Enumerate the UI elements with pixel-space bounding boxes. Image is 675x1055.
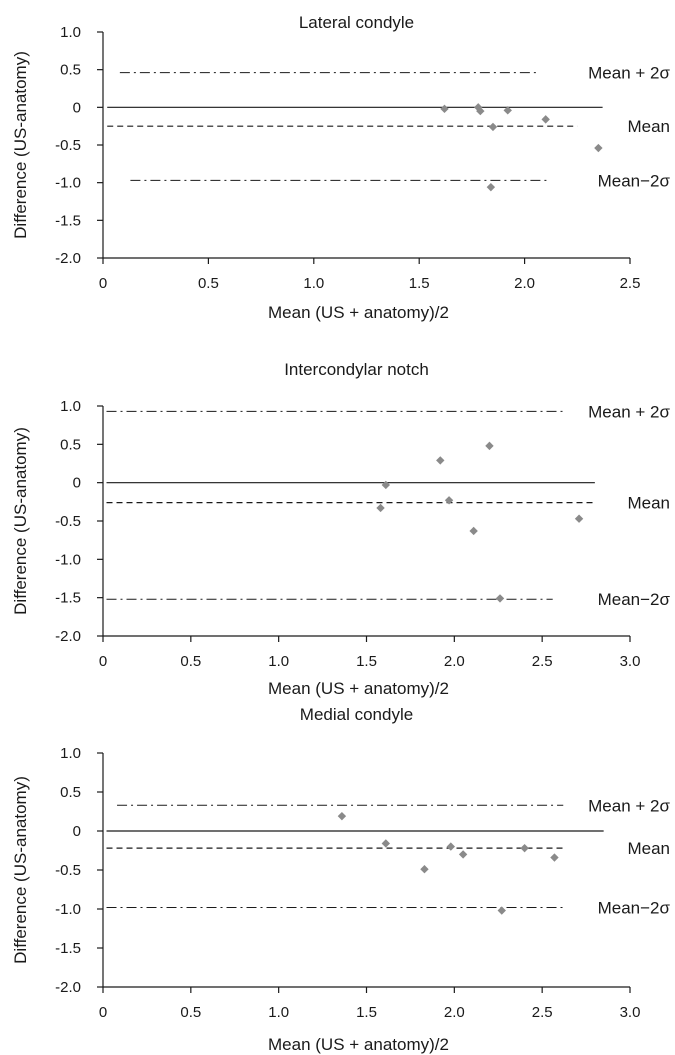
data-point bbox=[337, 811, 347, 821]
y-tick-label: 0.5 bbox=[60, 784, 81, 801]
x-tick-label: 1.5 bbox=[409, 275, 430, 292]
y-tick-label: 1.0 bbox=[60, 398, 81, 415]
data-point bbox=[485, 441, 494, 451]
y-tick-label: -1.0 bbox=[55, 901, 81, 918]
data-point bbox=[550, 853, 559, 862]
x-axis-label: Mean (US + anatomy)/2 bbox=[268, 303, 449, 322]
data-point bbox=[381, 839, 391, 848]
y-tick-label: -1.0 bbox=[55, 551, 81, 568]
x-tick-label: 0 bbox=[99, 1004, 107, 1021]
panel-lateral-condyle: Lateral condyle 1.0 0.5 0 -0.5 -1.0 -1.5 -2.0 0 0… bbox=[11, 13, 671, 322]
data-point bbox=[469, 526, 478, 536]
mean-label: Mean bbox=[627, 494, 670, 513]
x-tick-label: 0 bbox=[99, 653, 107, 670]
data-point bbox=[520, 843, 529, 853]
data-point bbox=[444, 496, 454, 505]
panel-title: Medial condyle bbox=[300, 705, 413, 724]
y-tick-label: -0.5 bbox=[55, 862, 81, 879]
data-point bbox=[440, 104, 449, 114]
data-point bbox=[476, 106, 485, 116]
y-tick-label: -1.5 bbox=[55, 212, 81, 229]
data-point bbox=[541, 115, 550, 124]
y-tick-label: -2.0 bbox=[55, 979, 81, 996]
y-tick-label: 1.0 bbox=[60, 745, 81, 762]
x-tick-label: 2.0 bbox=[444, 653, 465, 670]
x-tick-label: 2.5 bbox=[532, 653, 553, 670]
y-axis-label: Difference (US-anatomy) bbox=[11, 51, 30, 239]
data-point bbox=[381, 480, 391, 490]
y-axis-label: Difference (US-anatomy) bbox=[11, 427, 30, 615]
mean-label: Mean bbox=[627, 839, 670, 858]
x-tick-label: 2.5 bbox=[532, 1004, 553, 1021]
y-tick-label: 0 bbox=[73, 823, 81, 840]
y-axis-label: Difference (US-anatomy) bbox=[11, 776, 30, 964]
y-tick-label: -0.5 bbox=[55, 513, 81, 530]
x-axis-label: Mean (US + anatomy)/2 bbox=[268, 679, 449, 698]
data-point bbox=[436, 456, 445, 465]
x-tick-label: 1.0 bbox=[268, 1004, 289, 1021]
data-point bbox=[497, 906, 506, 915]
data-point bbox=[503, 106, 512, 115]
y-tick-label: -1.0 bbox=[55, 175, 81, 192]
x-tick-label: 1.5 bbox=[356, 653, 377, 670]
x-tick-label: 0.5 bbox=[180, 653, 201, 670]
panel-intercondylar-notch: Intercondylar notch 1.0 0.5 0 -0.5 -1.0 -1.5 -2… bbox=[11, 360, 671, 698]
x-tick-label: 1.5 bbox=[356, 1004, 377, 1021]
y-tick-label: 0.5 bbox=[60, 62, 81, 79]
data-point bbox=[420, 865, 429, 874]
upper-limit-label: Mean + 2σ bbox=[588, 796, 670, 815]
upper-limit-label: Mean + 2σ bbox=[588, 402, 670, 421]
data-point bbox=[495, 594, 505, 603]
y-tick-label: 0.5 bbox=[60, 436, 81, 453]
x-tick-label: 0.5 bbox=[198, 275, 219, 292]
data-point bbox=[488, 122, 498, 132]
y-tick-label: -2.0 bbox=[55, 250, 81, 267]
y-tick-label: 0 bbox=[73, 99, 81, 116]
x-tick-label: 2.0 bbox=[444, 1004, 465, 1021]
x-axis-label: Mean (US + anatomy)/2 bbox=[268, 1035, 449, 1054]
data-point bbox=[594, 143, 603, 153]
x-tick-label: 1.0 bbox=[268, 653, 289, 670]
data-point bbox=[486, 182, 496, 192]
y-tick-label: -1.5 bbox=[55, 940, 81, 957]
y-tick-label: -0.5 bbox=[55, 137, 81, 154]
x-tick-label: 2.5 bbox=[620, 275, 641, 292]
y-tick-label: 0 bbox=[73, 475, 81, 492]
panel-title: Lateral condyle bbox=[299, 13, 414, 32]
lower-limit-label: Mean−2σ bbox=[598, 590, 671, 609]
x-tick-label: 0.5 bbox=[180, 1004, 201, 1021]
lower-limit-label: Mean−2σ bbox=[598, 898, 671, 917]
y-tick-label: 1.0 bbox=[60, 24, 81, 41]
x-tick-label: 0 bbox=[99, 275, 107, 292]
x-tick-label: 2.0 bbox=[514, 275, 535, 292]
data-point bbox=[446, 842, 456, 851]
lower-limit-label: Mean−2σ bbox=[598, 171, 671, 190]
y-tick-label: -2.0 bbox=[55, 628, 81, 645]
data-point bbox=[376, 503, 385, 513]
upper-limit-label: Mean + 2σ bbox=[588, 64, 670, 83]
x-tick-label: 1.0 bbox=[303, 275, 324, 292]
x-tick-label: 3.0 bbox=[620, 1004, 641, 1021]
data-point bbox=[458, 850, 468, 859]
mean-label: Mean bbox=[627, 117, 670, 136]
y-tick-label: -1.5 bbox=[55, 590, 81, 607]
x-tick-label: 3.0 bbox=[620, 653, 641, 670]
panel-medial-condyle: Medial condyle 1.0 0.5 0 -0.5 -1.0 -1.5 -2.0 0 0.… bbox=[11, 705, 671, 1054]
panel-title: Intercondylar notch bbox=[284, 360, 429, 379]
data-point bbox=[574, 514, 584, 523]
